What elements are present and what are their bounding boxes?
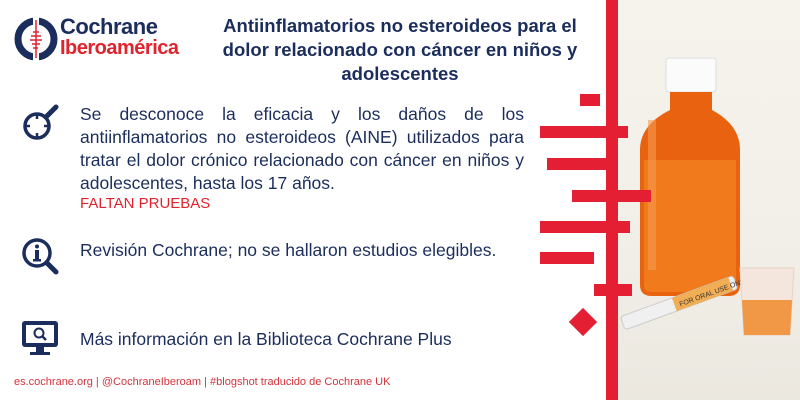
accent-dash: [594, 284, 632, 296]
medicine-photo: FOR ORAL USE ONLY: [618, 0, 800, 400]
page-title: Antiinflamatorios no esteroideos para el…: [222, 15, 578, 84]
cochrane-logo-icon: [14, 17, 58, 61]
footer-credits: es.cochrane.org | @CochraneIberoam | #bl…: [14, 376, 391, 388]
brand-name: Cochrane: [60, 14, 158, 39]
accent-dash: [580, 94, 600, 106]
accent-dash: [547, 158, 617, 170]
brand-region: Iberoamérica: [60, 37, 179, 59]
target-search-icon: [23, 104, 59, 140]
accent-dash: [540, 221, 630, 233]
computer-search-icon: [22, 321, 58, 355]
more-info-link[interactable]: Más información en la Biblioteca Cochran…: [80, 329, 452, 349]
accent-dash: [540, 126, 628, 138]
accent-dash: [572, 190, 651, 202]
review-text: Revisión Cochrane; no se hallaron estudi…: [80, 240, 497, 260]
findings-text: Se desconoce la eficacia y los daños de …: [80, 104, 524, 193]
accent-diamond: [568, 307, 598, 337]
info-search-icon: [22, 238, 59, 275]
accent-dash: [540, 252, 594, 264]
evidence-alert: FALTAN PRUEBAS: [80, 195, 211, 212]
